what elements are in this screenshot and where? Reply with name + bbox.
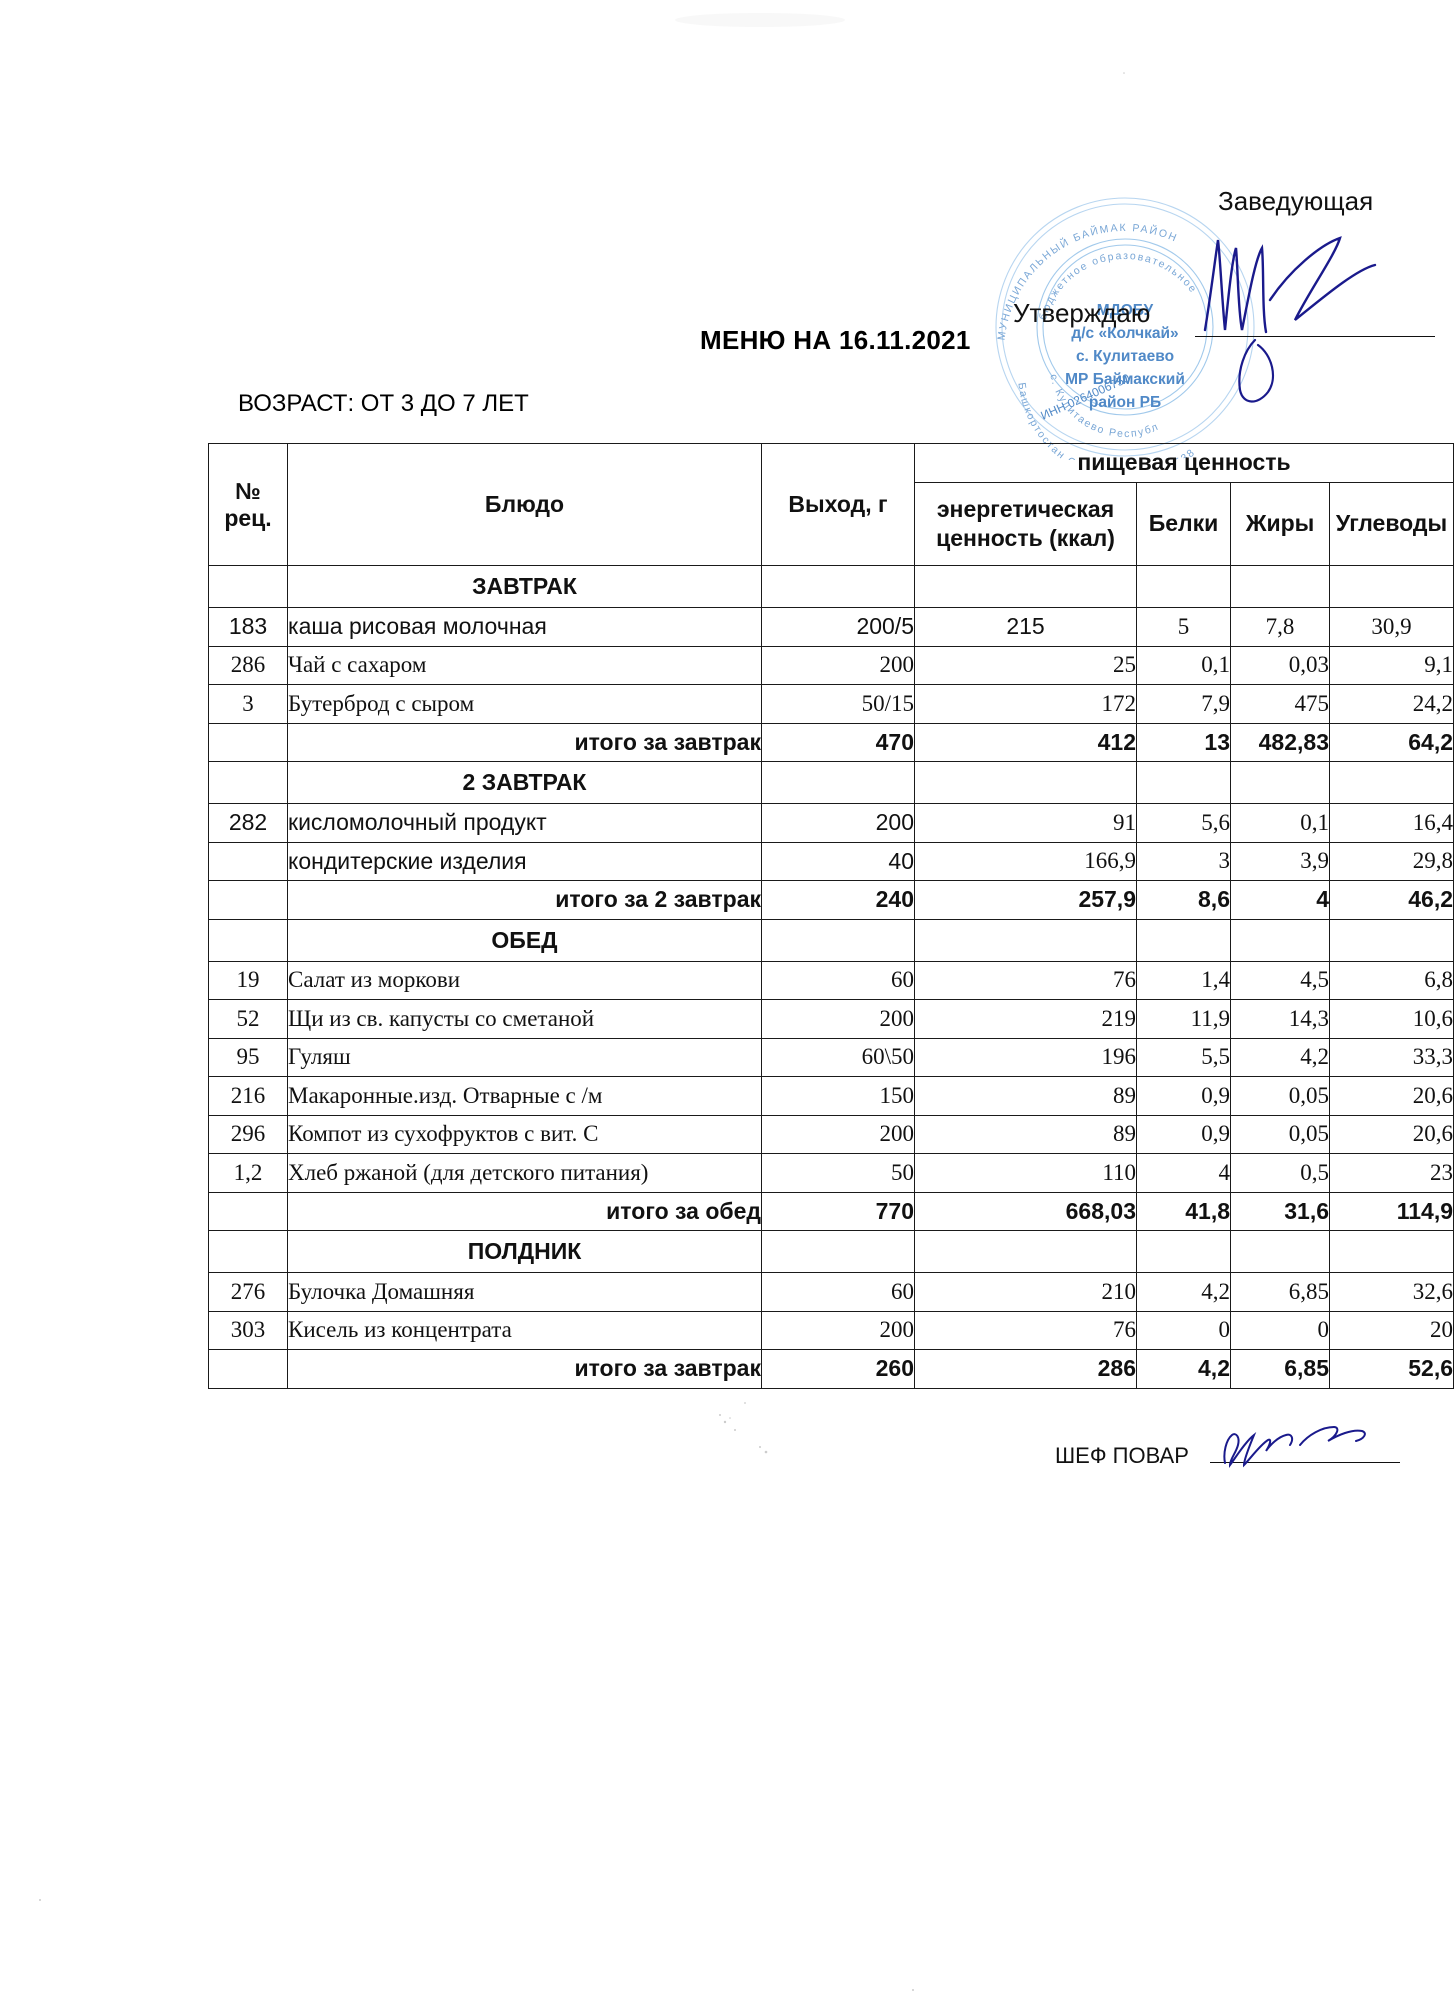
svg-text:с. Кулитаево: с. Кулитаево (1076, 348, 1174, 365)
